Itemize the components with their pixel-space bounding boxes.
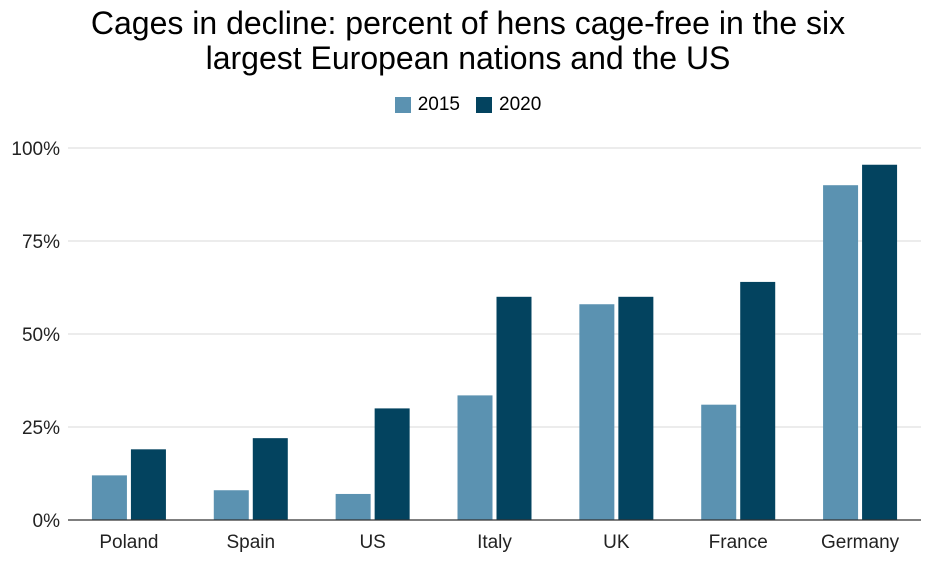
bar-italy-2015: [457, 395, 493, 520]
x-tick-label: France: [709, 532, 768, 553]
chart-title: Cages in decline: percent of hens cage-f…: [0, 6, 936, 76]
y-tick-label: 25%: [22, 418, 60, 439]
legend-item-2020: 2020: [476, 94, 541, 116]
bar-france-2020: [740, 281, 776, 520]
legend-swatch-2015: [394, 97, 411, 113]
bar-spain-2020: [252, 438, 288, 520]
x-tick-label: US: [359, 532, 385, 553]
y-axis-labels: 0% 25% 50% 75% 100%: [11, 139, 60, 532]
chart-title-line-1: Cages in decline: percent of hens cage-f…: [90, 5, 846, 41]
bar-germany-2020: [862, 164, 898, 521]
y-tick-label: 75%: [22, 232, 60, 253]
legend-label-2015: 2015: [417, 94, 460, 115]
gridlines: [68, 147, 921, 428]
chart-title-line-2: largest European nations and the US: [205, 40, 731, 76]
x-tick-label: Poland: [99, 532, 158, 553]
legend-label-2020: 2020: [499, 94, 542, 115]
bar-uk-2020: [618, 296, 654, 520]
x-tick-label: UK: [603, 532, 630, 553]
bar-poland-2015: [91, 475, 127, 520]
bar-us-2015: [335, 493, 371, 520]
x-tick-label: Spain: [226, 532, 275, 553]
y-tick-label: 50%: [22, 325, 60, 346]
legend-item-2015: 2015: [394, 94, 460, 116]
bars: [91, 164, 898, 521]
legend: 2015 2020: [0, 94, 936, 116]
bar-france-2015: [701, 404, 737, 520]
y-tick-label: 100%: [11, 139, 60, 160]
bar-spain-2015: [213, 490, 249, 520]
bar-poland-2020: [130, 449, 166, 520]
x-tick-label: Italy: [477, 532, 512, 553]
legend-swatch-2020: [476, 97, 492, 113]
bar-uk-2015: [579, 304, 615, 520]
x-tick-label: Germany: [821, 532, 900, 553]
x-axis-labels: Poland Spain US Italy UK France Germany: [99, 532, 899, 553]
bar-germany-2015: [823, 185, 859, 520]
bar-italy-2020: [496, 296, 532, 520]
y-tick-label: 0%: [33, 511, 61, 532]
bar-us-2020: [374, 408, 410, 520]
